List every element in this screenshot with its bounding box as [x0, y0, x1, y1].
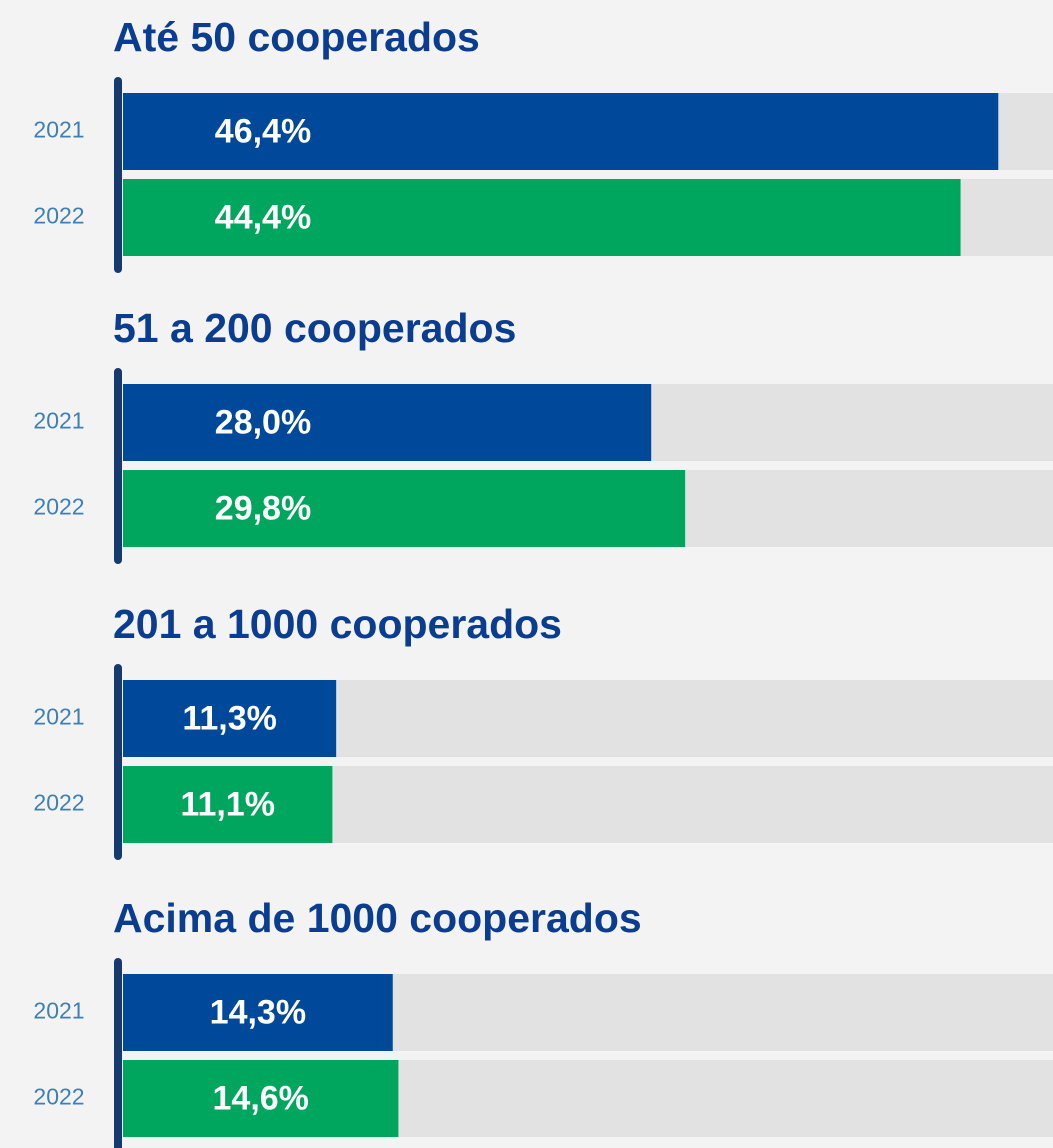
- bar: [123, 680, 337, 757]
- bar: [123, 1060, 399, 1137]
- axis-line: [114, 958, 122, 1148]
- group-title: Acima de 1000 cooperados: [113, 895, 642, 941]
- value-label: 29,8%: [215, 489, 311, 527]
- value-label: 14,6%: [213, 1079, 309, 1117]
- bar: [123, 93, 999, 170]
- value-label: 14,3%: [210, 993, 306, 1031]
- group-title: Até 50 cooperados: [113, 14, 480, 60]
- year-label: 2021: [33, 704, 84, 730]
- value-label: 44,4%: [215, 198, 311, 236]
- axis-line: [114, 368, 122, 564]
- value-label: 28,0%: [215, 403, 311, 441]
- group-title: 201 a 1000 cooperados: [113, 601, 562, 647]
- value-label: 11,1%: [180, 785, 275, 823]
- year-label: 2022: [33, 1084, 84, 1110]
- bar: [123, 470, 686, 547]
- bar: [123, 974, 393, 1051]
- bar: [123, 179, 961, 256]
- group-title: 51 a 200 cooperados: [113, 305, 516, 351]
- year-label: 2022: [33, 790, 84, 816]
- year-label: 2021: [33, 117, 84, 143]
- bar: [123, 384, 652, 461]
- year-label: 2021: [33, 408, 84, 434]
- year-label: 2022: [33, 494, 84, 520]
- value-label: 46,4%: [215, 112, 311, 150]
- value-label: 11,3%: [182, 699, 277, 737]
- axis-line: [114, 664, 122, 860]
- year-label: 2021: [33, 998, 84, 1024]
- bar: [123, 766, 333, 843]
- year-label: 2022: [33, 203, 84, 229]
- axis-line: [114, 77, 122, 273]
